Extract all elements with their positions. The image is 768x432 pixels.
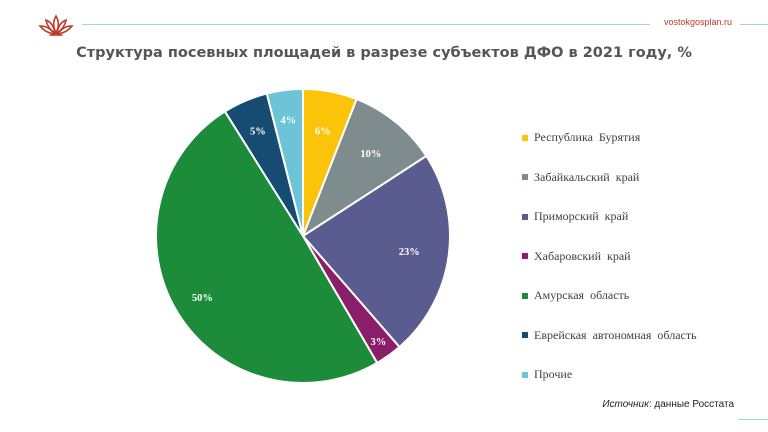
legend-label: Республика Бурятия [534, 130, 641, 145]
footer-divider [738, 419, 768, 420]
legend-item-4: Хабаровский край [522, 237, 762, 277]
legend-label: Еврейская автономная область [534, 327, 697, 342]
pie-slice-2 [300, 97, 428, 239]
legend-swatch [522, 332, 528, 339]
pie-slice-7 [265, 87, 304, 237]
chart-title: Структура посевных площадей в разрезе су… [76, 45, 692, 61]
legend-swatch [522, 371, 528, 378]
slice-label-2: 10% [360, 149, 381, 160]
slice-label-7: 4% [281, 115, 297, 126]
lotus-logo-icon [38, 14, 74, 36]
site-url[interactable]: vostokgosplan.ru [664, 17, 733, 27]
slice-label-1: 6% [315, 127, 331, 138]
legend-label: Приморский край [534, 209, 629, 224]
legend-label: Прочие [534, 367, 573, 382]
header-divider-left [82, 24, 650, 25]
slice-label-6: 5% [250, 127, 266, 138]
source-prefix: Источник [602, 399, 649, 410]
legend-item-6: Еврейская автономная область [522, 316, 762, 356]
slice-label-5: 50% [192, 293, 213, 304]
legend-label: Забайкальский край [534, 169, 640, 184]
pie-slice-3 [301, 154, 451, 349]
legend-swatch [522, 134, 528, 141]
legend-swatch [522, 292, 528, 299]
legend-swatch [522, 253, 528, 260]
legend-label: Хабаровский край [534, 248, 631, 263]
pie-slice-5 [155, 110, 379, 384]
legend-item-1: Республика Бурятия [522, 118, 762, 158]
slice-label-3: 23% [399, 247, 420, 258]
legend-label: Амурская область [534, 288, 630, 303]
source-text: : данные Росстата [648, 399, 734, 410]
legend-item-5: Амурская область [522, 276, 762, 316]
legend-item-3: Приморский край [522, 197, 762, 237]
slice-label-4: 3% [371, 337, 387, 348]
chart-legend: Республика Бурятия Забайкальский край Прим… [522, 118, 762, 395]
legend-item-7: Прочие [522, 355, 762, 395]
header-divider-right [740, 24, 768, 25]
source-note: Источник: данные Росстата [602, 399, 734, 410]
legend-item-2: Забайкальский край [522, 158, 762, 198]
legend-swatch [522, 174, 528, 181]
legend-swatch [522, 213, 528, 220]
